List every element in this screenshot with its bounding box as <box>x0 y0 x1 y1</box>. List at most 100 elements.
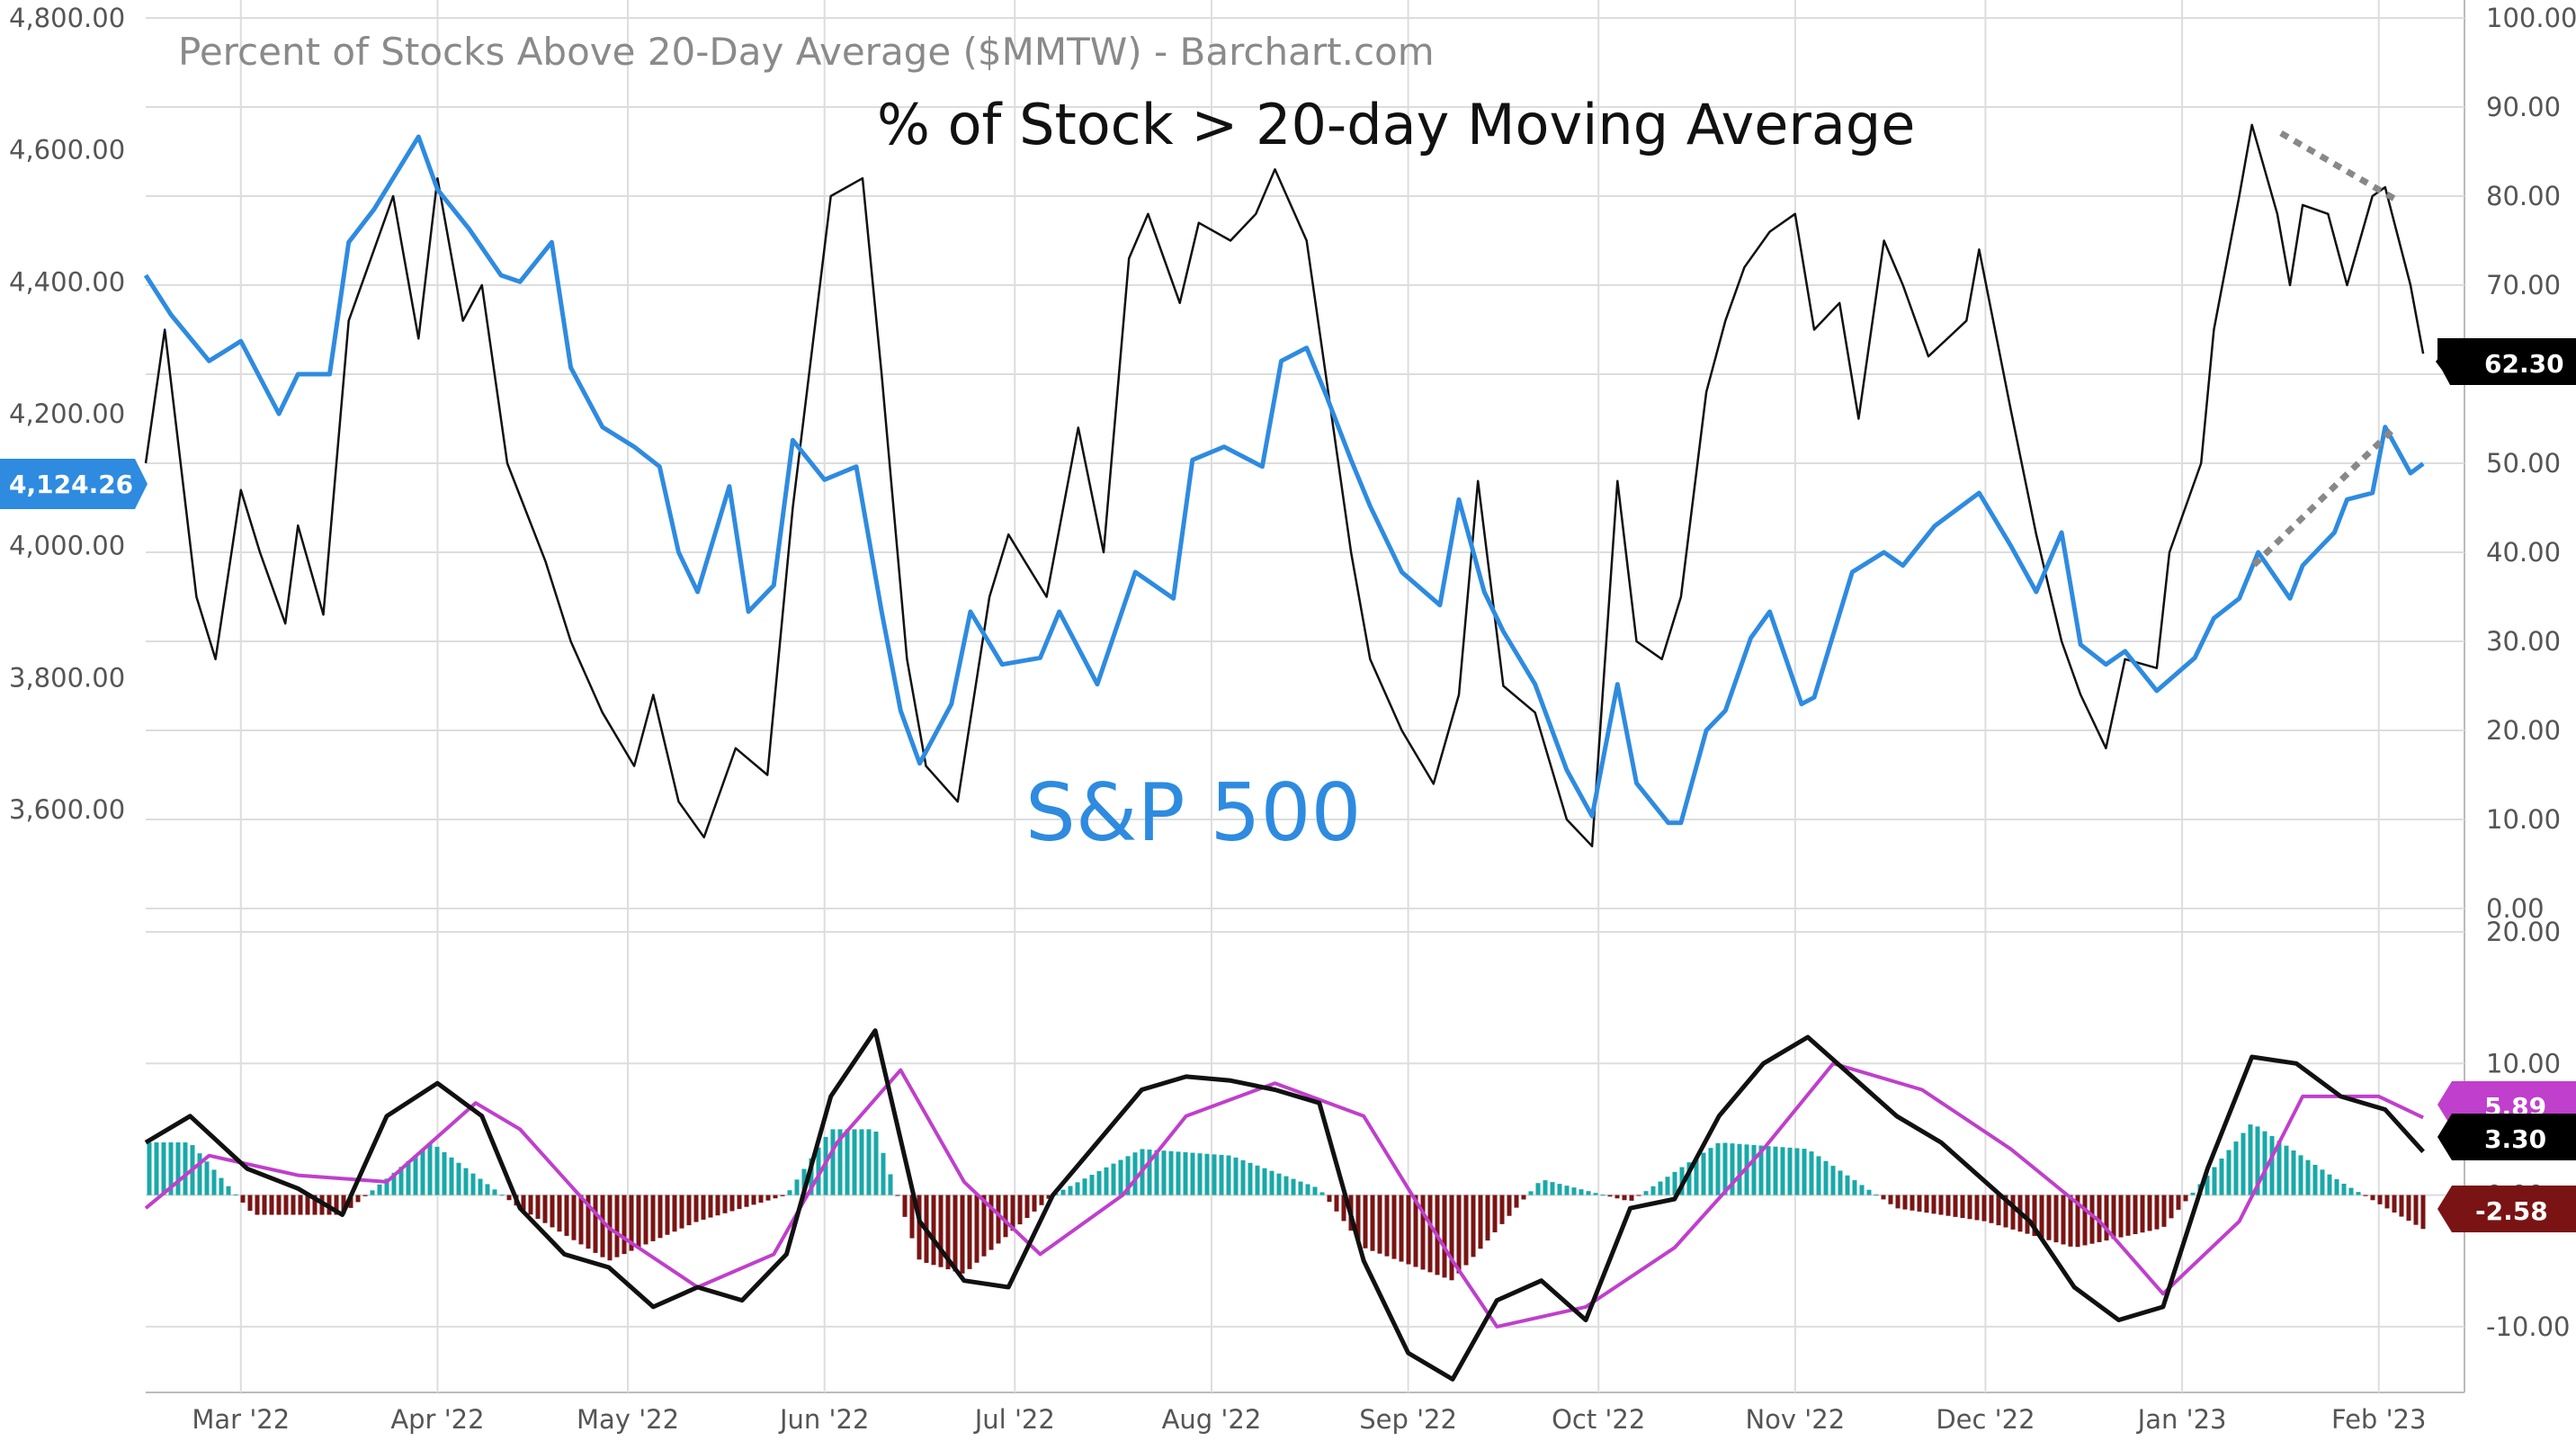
histogram-bar <box>1945 1195 1951 1216</box>
right-axis-ticks: 0.0010.0020.0030.0040.0050.0060.0070.008… <box>2486 3 2576 924</box>
histogram-bar <box>1579 1189 1584 1195</box>
histogram-bar <box>2205 1175 2210 1195</box>
histogram-bar <box>722 1195 728 1213</box>
histogram-bar <box>564 1195 569 1236</box>
histogram-bar <box>960 1195 965 1274</box>
histogram-bar <box>2284 1145 2289 1195</box>
histogram-bar <box>312 1195 318 1215</box>
histogram-bar <box>262 1195 267 1215</box>
histogram-bar <box>672 1195 677 1232</box>
left-axis-tick-label: 4,000.00 <box>9 531 125 561</box>
histogram-bar <box>449 1157 454 1195</box>
histogram-bar <box>1471 1195 1476 1258</box>
histogram-bar <box>1168 1150 1174 1195</box>
histogram-bar <box>348 1195 353 1208</box>
histogram-bar <box>1096 1170 1102 1195</box>
histogram-bar <box>1118 1159 1123 1195</box>
histogram-bar <box>981 1195 987 1257</box>
sp500-divergence-trendline <box>2251 425 2397 568</box>
histogram-bar <box>1341 1195 1346 1222</box>
histogram-bar <box>528 1195 533 1215</box>
histogram-bar <box>888 1174 893 1195</box>
histogram-bar <box>1298 1181 1303 1195</box>
histogram-bar <box>2068 1195 2073 1247</box>
left-axis-tick-label: 4,600.00 <box>9 135 125 166</box>
histogram-bar <box>787 1190 792 1195</box>
histogram-bar <box>1866 1189 1872 1195</box>
histogram-bar <box>1010 1195 1015 1231</box>
histogram-bar <box>1830 1166 1836 1195</box>
histogram-bar <box>535 1195 541 1219</box>
histogram-bar <box>197 1153 202 1195</box>
histogram-bar <box>686 1195 692 1226</box>
histogram-bar <box>794 1179 800 1195</box>
histogram-bar <box>1406 1195 1411 1265</box>
histogram-bar <box>1816 1156 1821 1195</box>
histogram-bar <box>2406 1195 2411 1222</box>
right-axis-tick-label: 30.00 <box>2486 626 2561 657</box>
histogram-bar <box>2276 1141 2282 1195</box>
histogram-bar <box>2226 1150 2232 1195</box>
histogram-bar <box>2025 1195 2030 1234</box>
histogram-bar <box>2312 1165 2318 1195</box>
histogram-bar <box>1507 1195 1512 1216</box>
histogram-bar <box>909 1195 915 1239</box>
histogram-bar <box>391 1172 397 1195</box>
histogram-bar <box>1931 1195 1936 1214</box>
histogram-bar <box>1384 1195 1390 1257</box>
histogram-bar <box>2190 1192 2196 1195</box>
histogram-bar <box>226 1186 231 1195</box>
histogram-bar <box>873 1132 879 1195</box>
histogram-bar <box>1305 1184 1310 1195</box>
histogram-bar <box>377 1184 382 1195</box>
right-axis-tick-label: 100.00 <box>2486 3 2576 33</box>
histogram-bar <box>1737 1143 1742 1195</box>
histogram-bar <box>1226 1155 1231 1195</box>
histogram-bar <box>701 1195 706 1220</box>
histogram-bar <box>1722 1142 1728 1195</box>
histogram-bar <box>2140 1195 2145 1233</box>
histogram-bar <box>1989 1195 1994 1223</box>
histogram-bar <box>1758 1145 1764 1195</box>
histogram-bar <box>2241 1132 2246 1195</box>
histogram-bar <box>492 1189 497 1195</box>
histogram-bar <box>1355 1195 1361 1240</box>
histogram-bar <box>2363 1195 2368 1196</box>
histogram-bar <box>1478 1195 1483 1249</box>
histogram-bar <box>1938 1195 1944 1215</box>
histogram-bar <box>1391 1195 1397 1259</box>
histogram-bar <box>406 1160 411 1195</box>
histogram-bar <box>1787 1147 1793 1195</box>
histogram-bar <box>1046 1195 1051 1199</box>
histogram-bar <box>1183 1151 1188 1195</box>
sp500-value-text: 4,124.26 <box>9 470 133 499</box>
right-axis-tick-label: 70.00 <box>2486 270 2561 300</box>
histogram-bar <box>542 1195 548 1223</box>
x-axis-tick-label: Jul '22 <box>973 1404 1055 1435</box>
histogram-bar <box>1924 1195 1929 1213</box>
histogram-bar <box>434 1146 440 1195</box>
histogram-bar <box>2154 1195 2160 1230</box>
histogram-bar <box>967 1195 972 1269</box>
histogram-bar <box>2420 1195 2426 1230</box>
histogram-bar <box>2118 1195 2124 1238</box>
histogram-bar <box>2133 1195 2138 1235</box>
x-axis-tick-label: May '22 <box>577 1404 679 1435</box>
histogram-bar <box>175 1142 181 1195</box>
sp500-line <box>143 134 2425 826</box>
histogram-bar <box>2212 1167 2217 1195</box>
histogram-bar <box>1420 1195 1426 1270</box>
histogram-bar <box>384 1178 389 1195</box>
histogram-bar <box>1190 1152 1195 1195</box>
histogram-bar <box>837 1129 843 1195</box>
histogram-bar <box>478 1178 483 1195</box>
histogram-bar <box>852 1129 857 1195</box>
macd-line <box>144 1028 2425 1382</box>
histogram-bar <box>1463 1195 1469 1266</box>
histogram-bar <box>2377 1195 2383 1204</box>
histogram-bar <box>1291 1178 1296 1195</box>
right-axis-tick-label: 20.00 <box>2486 715 2561 746</box>
histogram-bar <box>830 1129 836 1195</box>
x-axis-tick-label: Oct '22 <box>1552 1404 1645 1435</box>
mmtw-divergence-trendline <box>2279 130 2398 203</box>
